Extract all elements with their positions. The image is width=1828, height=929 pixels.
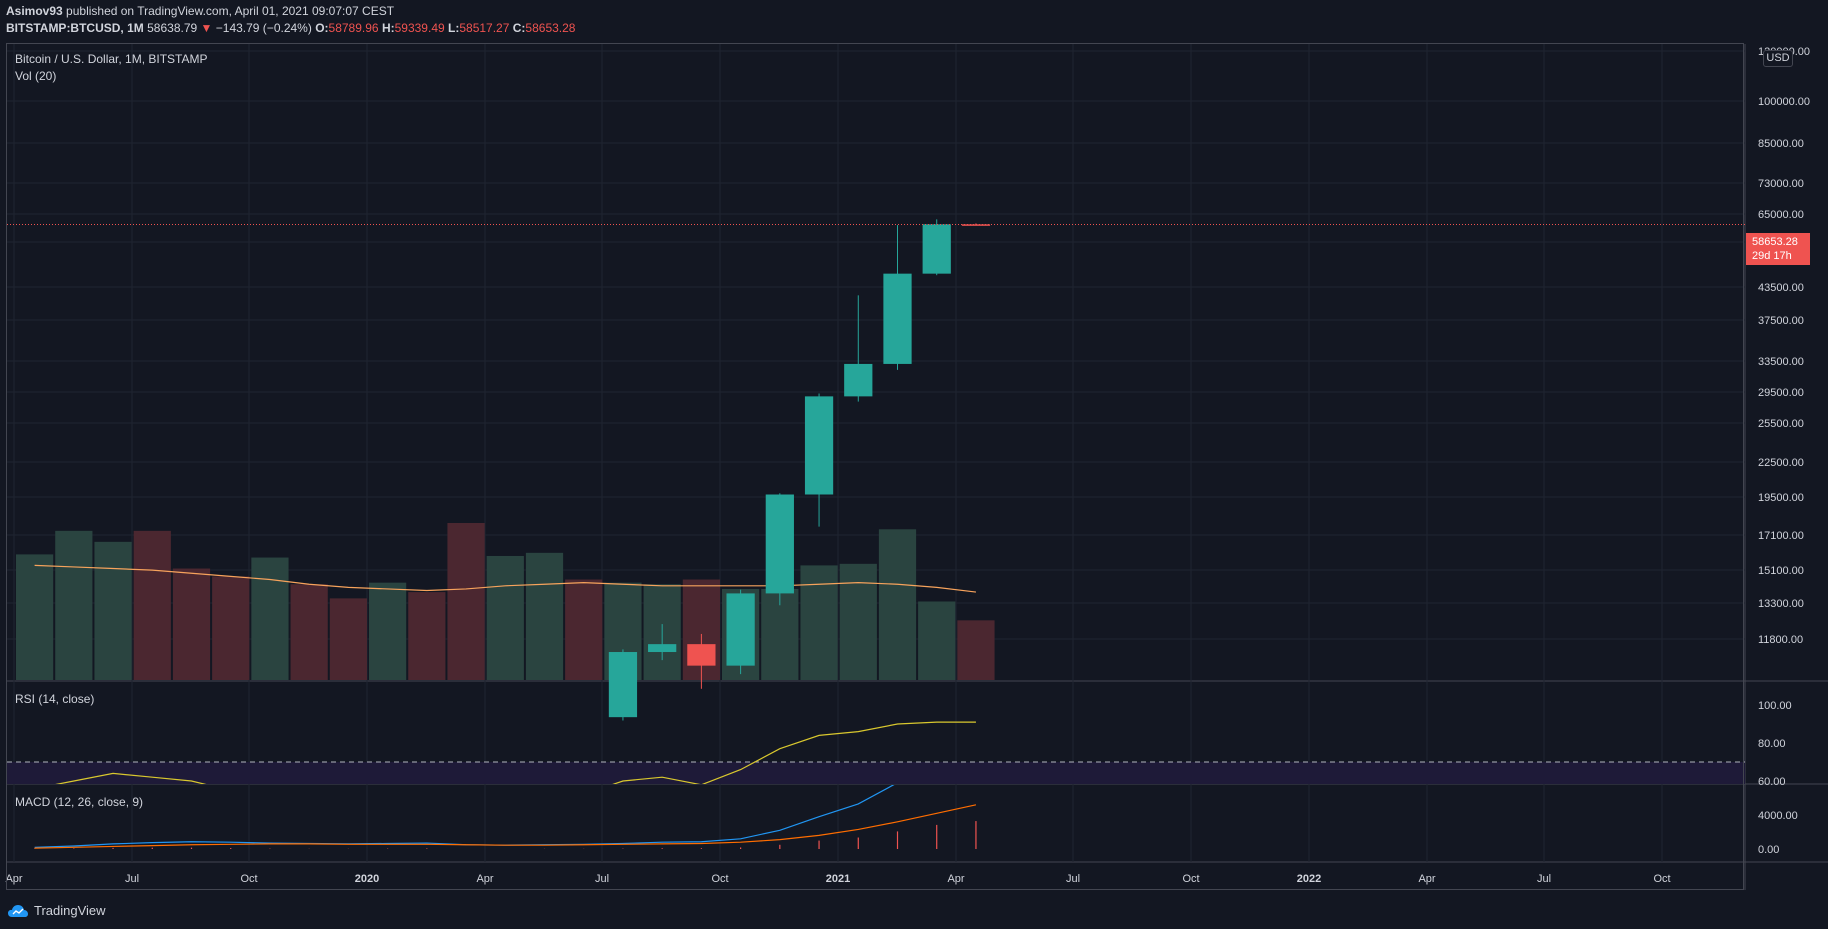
time-tick-label: Oct	[711, 873, 728, 885]
macd-legend: MACD (12, 26, close, 9)	[15, 795, 144, 809]
time-tick-label: 2020	[355, 873, 379, 885]
price-change: −143.79 (−0.24%)	[215, 21, 312, 35]
rsi-tick-label: 80.00	[1758, 738, 1786, 750]
time-tick-label: Oct	[1182, 873, 1199, 885]
volume-bar	[94, 541, 132, 680]
volume-bar	[918, 601, 956, 680]
volume-bar	[16, 554, 54, 680]
time-tick-label: Jul	[125, 873, 139, 885]
volume-bar	[957, 620, 995, 680]
volume-ma-line	[34, 564, 977, 593]
rsi-legend: RSI (14, close)	[15, 692, 95, 706]
publish-text: published on TradingView.com, April 01, …	[66, 4, 395, 18]
time-tick-label: Jul	[595, 873, 609, 885]
price-tick-label: 37500.00	[1758, 315, 1804, 327]
price-tick-label: 15100.00	[1758, 565, 1804, 577]
macd-tick-label: 4000.00	[1758, 810, 1798, 822]
volume-bar	[565, 579, 603, 680]
volume-bar	[369, 582, 407, 680]
volume-bar	[447, 523, 485, 680]
current-price: 58653.28	[1752, 236, 1798, 248]
last-price: 58638.79	[147, 21, 198, 35]
candle-body	[844, 363, 873, 397]
candle-body	[922, 224, 951, 274]
publish-info: Asimov93 published on TradingView.com, A…	[6, 4, 394, 18]
price-tick-label: 33500.00	[1758, 356, 1804, 368]
symbol-name: BITSTAMP:BTCUSD, 1M	[6, 21, 144, 35]
price-tick-label: 65000.00	[1758, 209, 1804, 221]
main-legend: Bitcoin / U.S. Dollar, 1M, BITSTAMP	[15, 52, 208, 66]
tradingview-cloud-icon	[8, 904, 28, 917]
rsi-tick-label: 100.00	[1758, 700, 1792, 712]
price-tick-label: 29500.00	[1758, 387, 1804, 399]
candle-body	[765, 494, 794, 594]
down-arrow-icon: ▼	[200, 21, 213, 35]
time-tick-label: Apr	[1418, 873, 1435, 885]
chart-frame	[6, 43, 1744, 890]
price-tick-label: 22500.00	[1758, 457, 1804, 469]
open-value: 58789.96	[328, 21, 379, 35]
time-tick-label: Oct	[240, 873, 257, 885]
currency-badge[interactable]: USD	[1763, 50, 1793, 67]
author-name[interactable]: Asimov93	[6, 4, 63, 18]
time-tick-label: Apr	[947, 873, 964, 885]
volume-bar	[172, 568, 211, 680]
candle-body	[961, 224, 991, 226]
candle-body	[726, 593, 755, 666]
time-tick-label: Jul	[1066, 873, 1080, 885]
price-tick-label: 25500.00	[1758, 418, 1804, 430]
price-tick-label: 73000.00	[1758, 178, 1804, 190]
price-tick-label: 11800.00	[1758, 634, 1803, 646]
low-value: 58517.27	[459, 21, 510, 35]
volume-bar	[525, 552, 564, 680]
candle-countdown: 29d 17h	[1752, 250, 1792, 262]
footer: TradingView	[0, 893, 1828, 929]
candle-body	[687, 644, 716, 666]
publish-header: Asimov93 published on TradingView.com, A…	[0, 0, 1828, 43]
candle-body	[608, 652, 638, 718]
volume-bar	[290, 584, 328, 680]
volume-bar	[212, 576, 250, 680]
time-tick-label: Apr	[5, 873, 22, 885]
current-price-tag: 58653.28 29d 17h	[1746, 233, 1810, 265]
volume-bar	[133, 530, 171, 680]
price-tick-label: 17100.00	[1758, 530, 1804, 542]
volume-bar	[408, 592, 446, 680]
macd-tick-label: 0.00	[1758, 844, 1779, 856]
macd-signal-line	[34, 804, 977, 849]
candle-body	[883, 273, 912, 364]
candle-body	[804, 396, 834, 495]
rsi-band	[7, 762, 1745, 784]
close-label: C:	[512, 21, 526, 35]
volume-bar	[329, 598, 367, 680]
time-tick-label: 2022	[1297, 873, 1321, 885]
candle-body	[648, 644, 677, 653]
open-label: O:	[315, 21, 329, 35]
price-tick-label: 85000.00	[1758, 138, 1804, 150]
time-tick-label: 2021	[826, 873, 850, 885]
time-tick-label: Oct	[1653, 873, 1670, 885]
volume-legend: Vol (20)	[15, 69, 57, 83]
price-tick-label: 19500.00	[1758, 492, 1804, 504]
rsi-line	[55, 721, 976, 784]
volume-bar	[878, 529, 917, 680]
volume-bar	[55, 530, 93, 680]
low-label: L:	[448, 21, 460, 35]
price-tick-label: 43500.00	[1758, 282, 1804, 294]
time-tick-label: Apr	[476, 873, 493, 885]
price-tick-label: 13300.00	[1758, 598, 1804, 610]
tradingview-wordmark: TradingView	[34, 903, 106, 918]
close-value: 58653.28	[525, 21, 576, 35]
high-value: 59339.49	[394, 21, 445, 35]
rsi-tick-label: 60.00	[1758, 776, 1786, 788]
time-tick-label: Jul	[1537, 873, 1551, 885]
high-label: H:	[381, 21, 395, 35]
ohlc-line: BITSTAMP:BTCUSD, 1M 58638.79 ▼ −143.79 (…	[6, 21, 575, 35]
volume-bar	[486, 555, 524, 680]
price-tick-label: 100000.00	[1758, 96, 1810, 108]
tradingview-logo[interactable]: TradingView	[8, 903, 106, 918]
